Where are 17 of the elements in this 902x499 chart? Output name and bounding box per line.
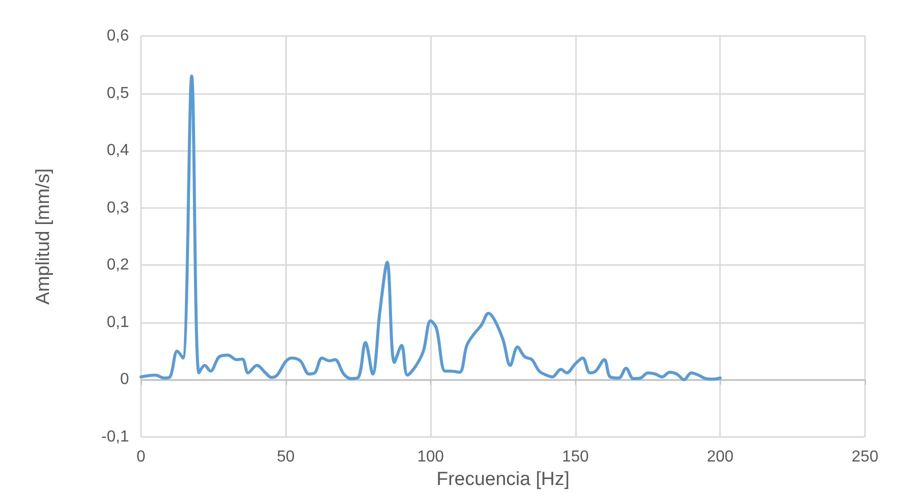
y-tick-label: 0,1 xyxy=(106,314,130,331)
x-axis-title: Frecuencia [Hz] xyxy=(436,468,570,490)
y-axis-title: Amplitud [mm/s] xyxy=(33,168,54,305)
y-tick-label: 0,3 xyxy=(106,199,130,216)
y-tick-label: 0 xyxy=(120,371,130,388)
y-tick-label: 0,5 xyxy=(106,84,130,102)
y-tick-label: 0,2 xyxy=(106,256,130,274)
y-tick-label: 0,4 xyxy=(106,142,130,160)
line-series xyxy=(140,74,722,382)
x-tick-label: 150 xyxy=(562,448,589,466)
x-tick-label: 50 xyxy=(276,448,295,466)
x-tick-label: 0 xyxy=(136,448,146,466)
x-tick-label: 100 xyxy=(417,448,444,466)
x-tick-label: 200 xyxy=(706,448,734,466)
y-tick-label: -0,1 xyxy=(101,428,130,446)
x-tick-label: 250 xyxy=(852,448,878,466)
y-tick-label: 0,6 xyxy=(106,28,130,44)
